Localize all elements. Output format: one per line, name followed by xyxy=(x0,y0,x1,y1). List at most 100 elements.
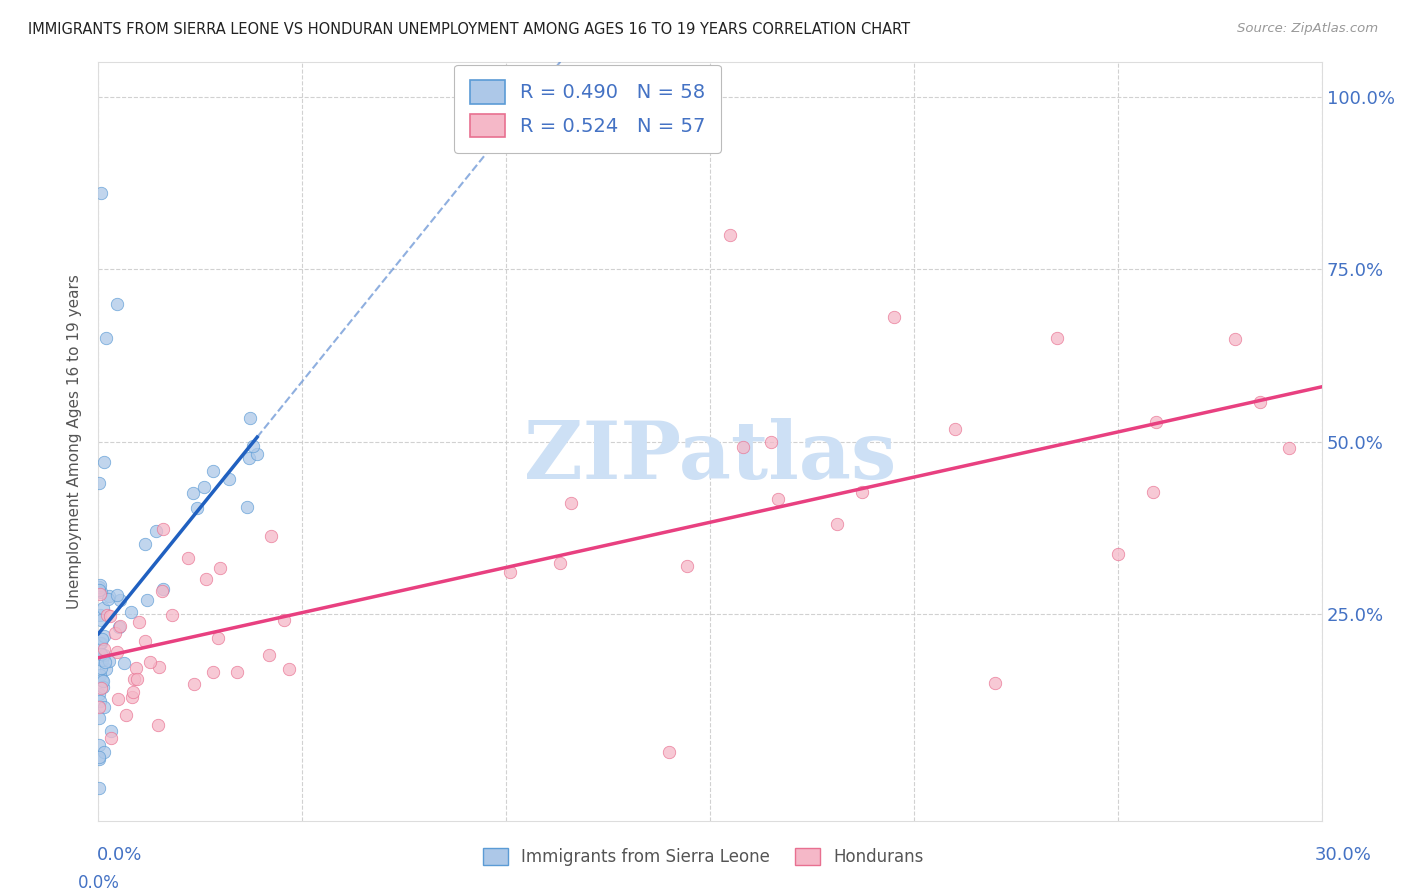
Point xyxy=(89,578,111,592)
Point xyxy=(152,522,174,536)
Point xyxy=(93,642,115,657)
Text: ZIPatlas: ZIPatlas xyxy=(524,417,896,496)
Point xyxy=(94,662,117,676)
Point xyxy=(1045,331,1069,345)
Point xyxy=(100,731,122,745)
Point xyxy=(176,550,198,565)
Legend: Immigrants from Sierra Leone, Hondurans: Immigrants from Sierra Leone, Hondurans xyxy=(474,840,932,875)
Text: IMMIGRANTS FROM SIERRA LEONE VS HONDURAN UNEMPLOYMENT AMONG AGES 16 TO 19 YEARS : IMMIGRANTS FROM SIERRA LEONE VS HONDURAN… xyxy=(28,22,910,37)
Point xyxy=(89,635,111,649)
Point xyxy=(90,585,112,599)
Point xyxy=(94,655,117,669)
Point xyxy=(97,592,120,607)
Point xyxy=(91,601,114,615)
Point xyxy=(120,605,142,619)
Point xyxy=(89,711,111,725)
Text: 0.0%: 0.0% xyxy=(79,874,120,892)
Point xyxy=(105,296,128,310)
Point xyxy=(239,411,262,425)
Point xyxy=(87,687,110,701)
Legend: R = 0.490   N = 58, R = 0.524   N = 57: R = 0.490 N = 58, R = 0.524 N = 57 xyxy=(454,64,721,153)
Point xyxy=(150,583,173,598)
Point xyxy=(827,516,849,531)
Point xyxy=(162,608,184,623)
Point xyxy=(108,593,131,607)
Point xyxy=(548,556,571,570)
Point xyxy=(91,680,114,694)
Point xyxy=(93,648,115,662)
Point xyxy=(105,588,128,602)
Point xyxy=(89,668,111,682)
Point xyxy=(238,450,260,465)
Point xyxy=(943,422,966,436)
Point xyxy=(1249,394,1271,409)
Point xyxy=(91,653,114,667)
Point xyxy=(207,631,229,645)
Text: 30.0%: 30.0% xyxy=(1315,846,1371,863)
Point xyxy=(761,434,783,449)
Point xyxy=(718,227,742,242)
Point xyxy=(202,464,225,478)
Point xyxy=(201,665,224,679)
Point xyxy=(96,608,118,623)
Point xyxy=(146,718,169,732)
Point xyxy=(1225,332,1247,346)
Point xyxy=(218,472,240,486)
Point xyxy=(181,486,204,500)
Point xyxy=(560,495,582,509)
Point xyxy=(93,629,115,643)
Point xyxy=(209,561,232,575)
Point xyxy=(122,685,145,699)
Point xyxy=(100,724,122,739)
Point xyxy=(733,440,755,454)
Point xyxy=(108,618,131,632)
Point xyxy=(90,186,112,201)
Point xyxy=(1107,548,1129,562)
Point xyxy=(108,619,131,633)
Point xyxy=(89,751,111,765)
Point xyxy=(134,633,156,648)
Point xyxy=(87,750,110,764)
Point xyxy=(148,660,170,674)
Point xyxy=(89,607,111,622)
Point xyxy=(183,677,205,691)
Point xyxy=(89,475,111,490)
Point xyxy=(105,645,128,659)
Point xyxy=(135,592,157,607)
Point xyxy=(90,648,112,662)
Point xyxy=(499,565,522,579)
Point xyxy=(90,681,112,695)
Point xyxy=(278,662,301,676)
Point xyxy=(186,500,208,515)
Point xyxy=(87,700,110,714)
Point xyxy=(226,665,249,680)
Text: 0.0%: 0.0% xyxy=(97,846,142,863)
Point xyxy=(235,500,257,515)
Point xyxy=(89,661,111,675)
Point xyxy=(883,310,905,325)
Point xyxy=(121,690,143,704)
Point xyxy=(273,613,295,627)
Point xyxy=(134,537,156,551)
Point xyxy=(96,331,118,345)
Point xyxy=(91,632,114,647)
Point xyxy=(87,738,110,752)
Point xyxy=(658,745,681,759)
Point xyxy=(124,672,146,686)
Point xyxy=(193,480,215,494)
Point xyxy=(246,447,269,461)
Point xyxy=(676,559,699,574)
Point xyxy=(90,636,112,650)
Point xyxy=(766,492,789,507)
Point xyxy=(98,589,121,603)
Point xyxy=(89,587,111,601)
Point xyxy=(145,524,167,538)
Point xyxy=(107,692,129,706)
Point xyxy=(1144,416,1167,430)
Y-axis label: Unemployment Among Ages 16 to 19 years: Unemployment Among Ages 16 to 19 years xyxy=(67,274,83,609)
Point xyxy=(98,609,121,624)
Point xyxy=(242,439,264,453)
Point xyxy=(89,582,111,597)
Point xyxy=(93,745,115,759)
Point xyxy=(195,572,218,586)
